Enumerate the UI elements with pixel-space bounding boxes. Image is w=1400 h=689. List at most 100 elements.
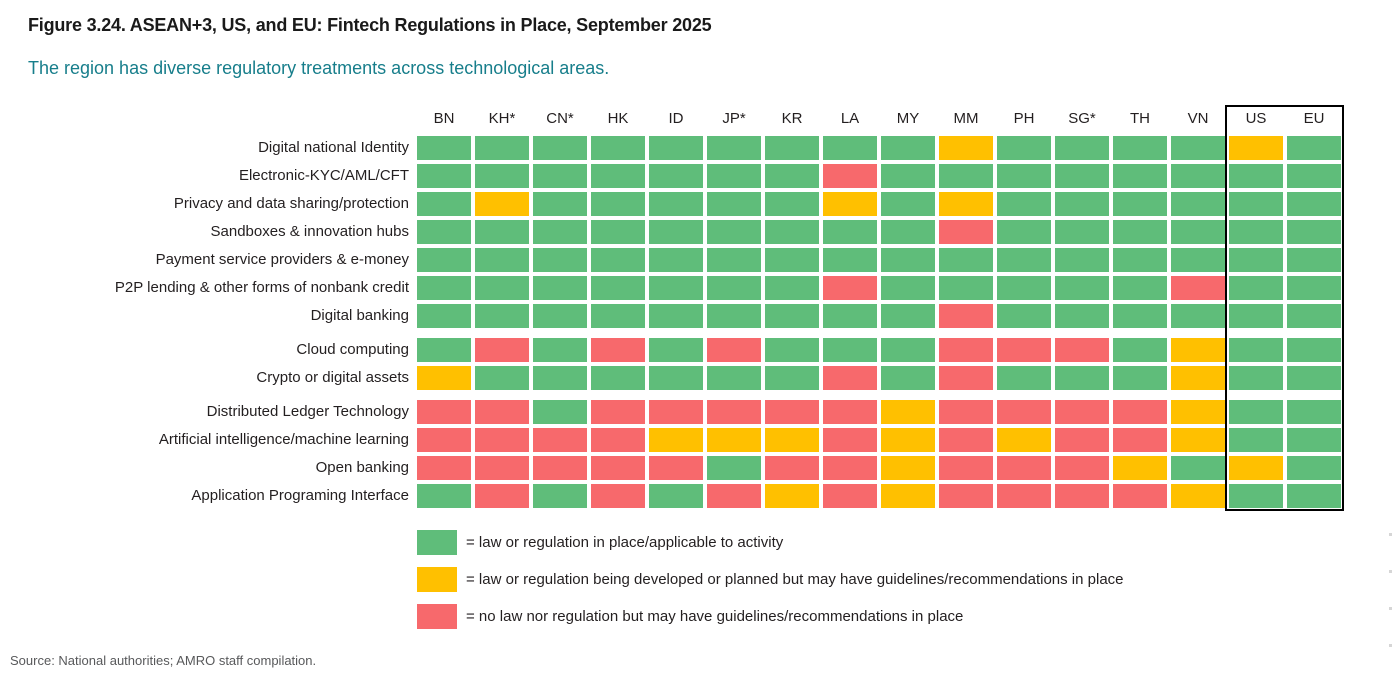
heatmap-cell — [1171, 248, 1225, 272]
heatmap-cell — [1287, 304, 1341, 328]
heatmap-cell — [649, 220, 703, 244]
heatmap-row: Open banking — [0, 456, 1341, 480]
heatmap-cell — [533, 366, 587, 390]
row-label: Cloud computing — [296, 341, 409, 358]
row-label: Privacy and data sharing/protection — [173, 195, 409, 212]
heatmap-cell — [939, 400, 993, 424]
heatmap-cell — [1229, 248, 1283, 272]
heatmap-cell — [765, 276, 819, 300]
column-header-MY: MY — [896, 110, 920, 127]
column-header-US: US — [1245, 110, 1267, 127]
heatmap-cell — [939, 220, 993, 244]
heatmap-cell — [417, 456, 471, 480]
legend-swatch-R — [417, 604, 457, 629]
heatmap-row: Distributed Ledger Technology — [0, 400, 1341, 424]
heatmap-cell — [649, 428, 703, 452]
heatmap-cell — [649, 304, 703, 328]
heatmap-cell — [707, 428, 761, 452]
heatmap-cell — [881, 248, 935, 272]
heatmap-cell — [1229, 338, 1283, 362]
heatmap-cell — [1055, 220, 1109, 244]
heatmap-cell — [1287, 136, 1341, 160]
heatmap-cell — [649, 248, 703, 272]
legend-label: = law or regulation in place/applicable … — [466, 534, 784, 551]
heatmap-cell — [997, 192, 1051, 216]
heatmap-cell — [823, 248, 877, 272]
heatmap-row: Privacy and data sharing/protection — [0, 192, 1341, 216]
heatmap-cell — [1055, 400, 1109, 424]
heatmap-cell — [1287, 400, 1341, 424]
heatmap-cell — [823, 136, 877, 160]
heatmap-cell — [649, 366, 703, 390]
source-note: Source: National authorities; AMRO staff… — [10, 653, 317, 668]
heatmap-cell — [649, 338, 703, 362]
heatmap-body: Digital national Identity Electronic-KYC/… — [0, 136, 1341, 508]
heatmap-cell — [475, 220, 529, 244]
heatmap-cell — [649, 136, 703, 160]
heatmap-cell — [765, 366, 819, 390]
heatmap-cell — [1055, 338, 1109, 362]
heatmap-cell — [881, 338, 935, 362]
heatmap-cell — [533, 304, 587, 328]
heatmap-cell — [591, 220, 645, 244]
heatmap-cell — [533, 428, 587, 452]
heatmap-cell — [1287, 164, 1341, 188]
heatmap-cell — [997, 400, 1051, 424]
heatmap-cell — [591, 248, 645, 272]
heatmap-cell — [533, 192, 587, 216]
column-header-SG: SG* — [1068, 110, 1096, 127]
heatmap-cell — [1287, 366, 1341, 390]
heatmap-row: Electronic-KYC/AML/CFT — [0, 164, 1341, 188]
heatmap-cell — [649, 164, 703, 188]
heatmap-cell — [997, 164, 1051, 188]
heatmap-cell — [1287, 456, 1341, 480]
heatmap-cell — [881, 192, 935, 216]
heatmap-cell — [823, 366, 877, 390]
heatmap-cell — [997, 248, 1051, 272]
heatmap-cell — [533, 164, 587, 188]
edge-dot — [1389, 533, 1392, 536]
heatmap-cell — [707, 192, 761, 216]
heatmap-cell — [417, 400, 471, 424]
heatmap-cell — [823, 428, 877, 452]
heatmap-cell — [533, 338, 587, 362]
heatmap-cell — [997, 220, 1051, 244]
heatmap-cell — [1055, 164, 1109, 188]
heatmap-cell — [765, 484, 819, 508]
heatmap-cell — [1171, 366, 1225, 390]
row-label: Application Programing Interface — [191, 487, 409, 504]
heatmap-cell — [939, 136, 993, 160]
heatmap-cell — [1113, 428, 1167, 452]
heatmap-cell — [707, 484, 761, 508]
heatmap-cell — [881, 428, 935, 452]
heatmap-cell — [881, 400, 935, 424]
heatmap-cell — [1113, 220, 1167, 244]
edge-dot — [1389, 607, 1392, 610]
heatmap-cell — [1113, 366, 1167, 390]
heatmap-cell — [533, 220, 587, 244]
heatmap-cell — [997, 366, 1051, 390]
heatmap-cell — [1171, 428, 1225, 452]
legend-label: = law or regulation being developed or p… — [466, 571, 1124, 588]
heatmap-cell — [1055, 136, 1109, 160]
heatmap-cell — [707, 304, 761, 328]
heatmap-cell — [1229, 164, 1283, 188]
row-label: Distributed Ledger Technology — [206, 403, 409, 420]
heatmap-cell — [475, 428, 529, 452]
column-header-EU: EU — [1303, 110, 1325, 127]
heatmap-cell — [939, 276, 993, 300]
heatmap-cell — [707, 338, 761, 362]
heatmap-cell — [765, 164, 819, 188]
heatmap-cell — [649, 400, 703, 424]
heatmap-cell — [1229, 136, 1283, 160]
heatmap-cell — [417, 220, 471, 244]
heatmap-cell — [765, 192, 819, 216]
heatmap-cell — [1113, 276, 1167, 300]
row-label: Artificial intelligence/machine learning — [158, 431, 409, 448]
row-group: Distributed Ledger Technology Artificial … — [0, 400, 1341, 508]
heatmap-cell — [997, 136, 1051, 160]
heatmap-cell — [1171, 304, 1225, 328]
heatmap-cell — [707, 248, 761, 272]
heatmap-cell — [1287, 276, 1341, 300]
row-label: Crypto or digital assets — [256, 369, 409, 386]
